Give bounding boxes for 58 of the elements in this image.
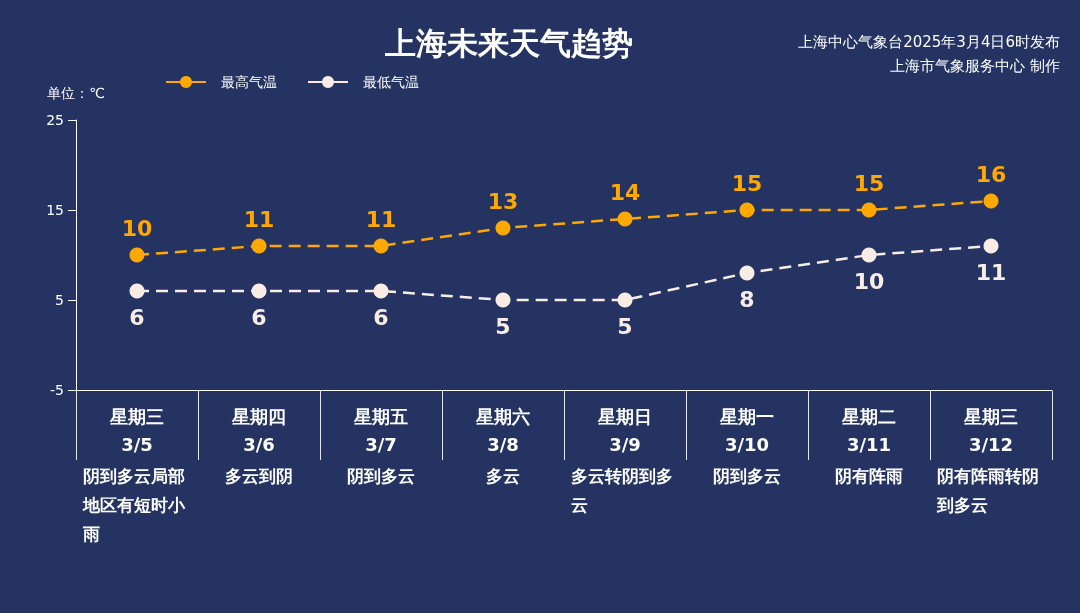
data-label: 11 [975, 260, 1007, 285]
x-tick-label: 星期一 3/10 [719, 405, 774, 455]
text: 上海中心气象台2025年3月4日6时发布 [798, 32, 1060, 51]
point [861, 202, 877, 218]
text: 阴到多云 [347, 465, 415, 488]
y-tick-label: 5 [55, 292, 64, 308]
data-label: 6 [373, 305, 389, 330]
data-label: 5 [617, 314, 633, 339]
text: 上海市气象服务中心 制作 [890, 56, 1060, 75]
legend-label: 最低气温 [363, 74, 419, 90]
data-label: 11 [243, 207, 275, 232]
y-tick-label: -5 [50, 382, 64, 398]
text: 阴到多云局部地区有短时小雨 [83, 465, 186, 546]
data-label: 16 [975, 162, 1007, 187]
x-tick-label: 星期三 3/12 [963, 405, 1018, 455]
text: 多云转阴到多云 [571, 465, 674, 517]
x-tick-label: 星期四 3/6 [231, 405, 286, 455]
data-label: 11 [365, 207, 397, 232]
point [495, 220, 511, 236]
point [373, 283, 389, 299]
data-label: 5 [495, 314, 511, 339]
point [373, 238, 389, 254]
point [129, 247, 145, 263]
x-tick-label: 星期五 3/7 [353, 405, 408, 455]
data-label: 6 [251, 305, 267, 330]
legend-label: 最高气温 [221, 74, 277, 90]
data-label: 8 [739, 287, 755, 312]
text: 阴有阵雨 [835, 465, 903, 488]
data-label: 15 [731, 171, 763, 196]
text: 多云 [486, 465, 520, 488]
point [861, 247, 877, 263]
x-tick-label: 星期六 3/8 [475, 405, 530, 455]
data-label: 10 [853, 269, 885, 294]
y-axis-title: 单位：℃ [47, 85, 105, 101]
data-label: 13 [487, 189, 519, 214]
y-tick-label: 15 [46, 202, 64, 218]
point [739, 202, 755, 218]
text: 阴到多云 [713, 465, 781, 488]
text: 阴有阵雨转阴到多云 [937, 465, 1040, 517]
point [983, 238, 999, 254]
point [251, 283, 267, 299]
point [495, 292, 511, 308]
point [739, 265, 755, 281]
point [129, 283, 145, 299]
data-label: 6 [129, 305, 145, 330]
point [617, 292, 633, 308]
x-tick-label: 星期二 3/11 [841, 405, 896, 455]
x-tick-label: 星期三 3/5 [109, 405, 164, 455]
data-label: 15 [853, 171, 885, 196]
x-tick-label: 星期日 3/9 [597, 405, 652, 455]
text: 多云到阴 [225, 465, 293, 488]
point [251, 238, 267, 254]
y-tick-label: 25 [46, 112, 64, 128]
point [617, 211, 633, 227]
data-label: 14 [609, 180, 641, 205]
chart-title: 上海未来天气趋势 [384, 24, 633, 61]
data-label: 10 [121, 216, 153, 241]
point [983, 193, 999, 209]
